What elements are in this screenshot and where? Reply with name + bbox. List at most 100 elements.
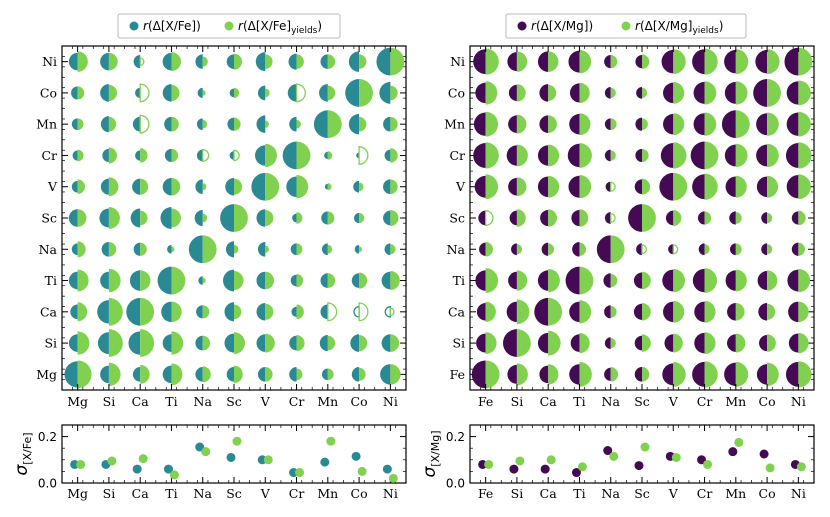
left-sigma-point [388,473,398,483]
left-matrix-ytick-label: Ti [45,273,57,288]
legend-left: r(Δ[X/Fe]) r(Δ[X/Fe]yields) [117,13,341,39]
left-matrix-cell-right-half [265,303,274,320]
right-matrix-cell-left-half [476,333,486,353]
right-matrix-cell-right-half [579,361,592,387]
left-matrix-cell-right-half [296,368,303,381]
right-matrix-cell-right-half [610,212,616,224]
right-sigma-point [728,447,738,457]
right-matrix-cell-left-half [635,148,642,163]
left-matrix-cell-right-half [265,245,269,253]
right-matrix-cell-right-half [673,333,683,353]
left-matrix-cell-left-half [251,172,266,201]
left-matrix-cell-right-half [295,83,306,103]
left-matrix-cell-right-half [327,151,333,160]
left-matrix-cell-right-half [296,243,303,256]
right-sigma-point [671,452,681,462]
right-matrix-cell-left-half [569,364,580,385]
right-matrix-cell-left-half [725,176,736,197]
right-matrix-cell-left-half [596,235,611,264]
left-matrix-cell-right-half [140,242,147,256]
left-matrix-cell-left-half [255,52,266,72]
left-matrix-xtick-label: Si [103,394,116,409]
right-matrix-cell-left-half [473,112,486,136]
right-matrix-cell-left-half [668,244,674,255]
left-matrix-cell-right-half [77,118,84,131]
left-matrix-cell-left-half [354,244,360,254]
right-matrix-cell-left-half [662,363,674,386]
right-matrix-xtick-label: Mn [725,394,746,409]
left-matrix-cell-left-half [97,332,109,355]
left-matrix-cell-right-half [265,271,275,290]
left-matrix-cell-left-half [164,148,172,163]
left-matrix-cell-right-half [359,116,367,132]
left-matrix-cell-right-half [202,183,207,191]
right-matrix-cell-left-half [572,241,580,257]
right-matrix-cell-right-half [672,244,679,255]
left-sigma-point [357,466,367,476]
left-matrix-cell-right-half [296,54,304,69]
right-sigma-point [703,459,713,469]
right-matrix-xtick-label: Ni [791,394,806,409]
right-sigma-point [603,446,613,456]
right-matrix-cell-right-half [673,361,686,387]
left-matrix-cell-left-half [162,84,172,102]
right-matrix-cell-right-half [548,51,559,72]
left-matrix-cell-left-half [257,367,266,382]
left-matrix-cell-right-half [140,329,155,357]
left-matrix-cell-right-half [171,266,186,295]
right-matrix-xtick-label: Cr [697,394,713,409]
left-matrix-cell-left-half [324,183,328,190]
right-matrix-cell-right-half [516,299,530,325]
right-matrix-cell-right-half [548,297,563,326]
left-matrix-cell-right-half [77,269,89,292]
right-matrix-cell-right-half [704,48,718,75]
left-matrix-cell-left-half [256,209,266,227]
left-matrix-cell-right-half [390,244,396,255]
left-sigma-xtick-label: Ti [165,486,177,501]
right-matrix-cell-right-half [610,118,617,131]
right-matrix-cell-left-half [756,144,768,167]
right-matrix-cell-right-half [485,332,497,355]
left-matrix-cell-left-half [68,271,78,290]
left-matrix-cell-left-half [100,84,109,102]
right-matrix-cell-left-half [475,82,486,104]
left-matrix-xtick-label: Mg [67,394,88,409]
left-matrix-cell-right-half [108,268,121,293]
right-matrix-cell-right-half [767,244,773,255]
right-matrix-cell-left-half [604,212,611,224]
right-matrix-cell-left-half [539,84,549,102]
left-matrix-cell-left-half [229,151,234,160]
left-matrix-cell-left-half [321,211,328,225]
right-sigma-xtick-label: Co [759,486,776,501]
right-matrix-cell-left-half [663,301,674,323]
right-matrix-cell-left-half [565,266,580,295]
right-matrix-cell-left-half [604,55,611,69]
right-matrix-cell-right-half [516,209,526,227]
right-matrix-xtick-label: Fe [478,394,493,409]
right-matrix-cell-left-half [791,211,799,225]
left-matrix-cell-left-half [164,116,172,132]
left-matrix-cell-left-half [383,179,391,195]
right-matrix-cell-left-half [537,270,549,291]
left-matrix-cell-left-half [198,276,203,285]
left-matrix-cell-right-half [171,52,181,72]
left-matrix-cell-left-half [350,334,360,352]
left-matrix-cell-right-half [390,334,400,352]
right-matrix-cell-left-half [786,175,799,199]
right-matrix-cell-left-half [541,242,549,256]
left-matrix-cell-left-half [167,244,172,254]
right-matrix-cell-right-half [579,209,589,227]
left-matrix-cell-right-half [359,54,367,69]
right-matrix-xtick-label: Ti [573,394,585,409]
left-sigma-point [232,436,242,446]
right-matrix-cell-left-half [473,49,486,75]
left-matrix-cell-left-half [319,84,328,102]
right-matrix-cell-left-half [761,243,768,256]
left-sigma-point [382,464,392,474]
right-matrix-cell-left-half [568,175,580,198]
left-matrix-cell-left-half [289,116,297,132]
right-matrix-cell-right-half [735,333,746,353]
right-matrix-cell-left-half [788,333,799,353]
left-matrix-cell-left-half [348,113,360,135]
right-matrix-cell-left-half [663,82,674,104]
